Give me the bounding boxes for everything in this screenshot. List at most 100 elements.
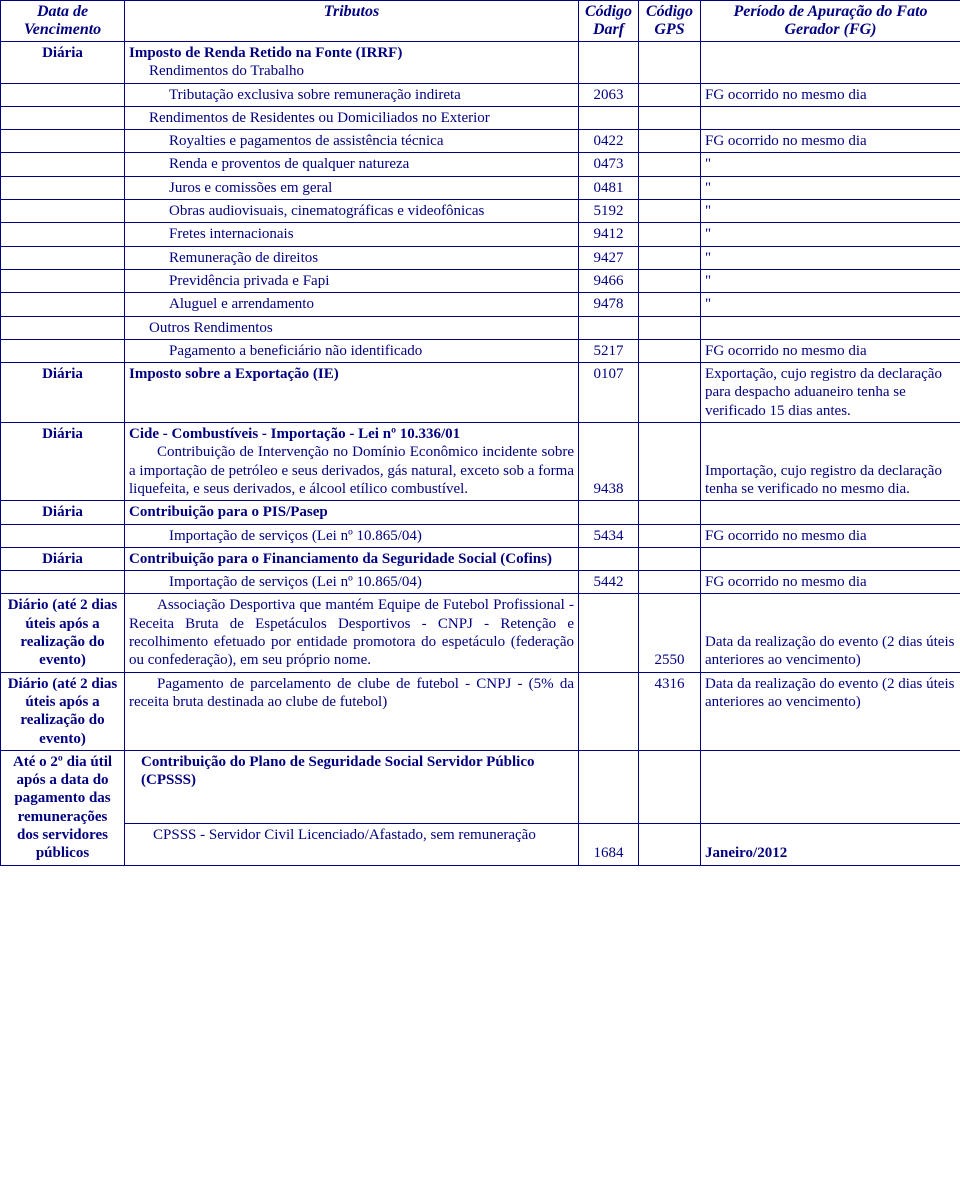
pis-line: Importação de serviços (Lei nº 10.865/04… bbox=[129, 527, 574, 545]
cofins-row-line: Importação de serviços (Lei nº 10.865/04… bbox=[1, 571, 960, 594]
pis-row-line: Importação de serviços (Lei nº 10.865/04… bbox=[1, 524, 960, 547]
irrf-l11-per: FG ocorrido no mesmo dia bbox=[701, 339, 960, 362]
cofins-row-title: Diária Contribuição para o Financiamento… bbox=[1, 547, 960, 570]
desportiva-gps: 2550 bbox=[639, 594, 701, 672]
ie-row: Diária Imposto sobre a Exportação (IE) 0… bbox=[1, 363, 960, 423]
irrf-l5-txt: Juros e comissões em geral bbox=[129, 179, 574, 197]
irrf-l4-txt: Renda e proventos de qualquer natureza bbox=[129, 155, 574, 173]
irrf-l4-darf: 0473 bbox=[579, 153, 639, 176]
irrf-l5: Juros e comissões em geral 0481 " bbox=[1, 176, 960, 199]
irrf-l6-darf: 5192 bbox=[579, 200, 639, 223]
cide-title: Cide - Combustíveis - Importação - Lei n… bbox=[129, 426, 460, 442]
desportiva-body-cell: Associação Desportiva que mantém Equipe … bbox=[125, 594, 579, 672]
irrf-l3-txt: Royalties e pagamentos de assistência té… bbox=[129, 132, 574, 150]
cpsss-darf: 1684 bbox=[579, 824, 639, 865]
th-trib: Tributos bbox=[125, 1, 579, 42]
cide-body: Contribuição de Intervenção no Domínio E… bbox=[129, 443, 574, 498]
cide-per: Importação, cujo registro da declaração … bbox=[701, 423, 960, 501]
cofins-per: FG ocorrido no mesmo dia bbox=[701, 571, 960, 594]
ie-per: Exportação, cujo registro da declaração … bbox=[701, 363, 960, 423]
irrf-l10-per: " bbox=[701, 293, 960, 316]
pis-venc: Diária bbox=[1, 501, 125, 524]
irrf-l7-per: " bbox=[701, 223, 960, 246]
cofins-darf: 5442 bbox=[579, 571, 639, 594]
irrf-l9-darf: 9466 bbox=[579, 269, 639, 292]
pis-per: FG ocorrido no mesmo dia bbox=[701, 524, 960, 547]
desportiva-venc: Diário (até 2 dias úteis após a realizaç… bbox=[1, 594, 125, 672]
irrf-l10-txt: Aluguel e arrendamento bbox=[129, 295, 574, 313]
irrf-l6-txt: Obras audiovisuais, cinematográficas e v… bbox=[129, 202, 574, 220]
clube-gps: 4316 bbox=[639, 672, 701, 750]
irrf-l6: Obras audiovisuais, cinematográficas e v… bbox=[1, 200, 960, 223]
cpsss-row-line: CPSSS - Servidor Civil Licenciado/Afasta… bbox=[1, 824, 960, 865]
irrf-l9-per: " bbox=[701, 269, 960, 292]
irrf-title: Imposto de Renda Retido na Fonte (IRRF) bbox=[129, 45, 402, 61]
irrf-l11-txt: Pagamento a beneficiário não identificad… bbox=[129, 342, 574, 360]
irrf-l4-per: " bbox=[701, 153, 960, 176]
th-per: Período de Apuração do Fato Gerador (FG) bbox=[701, 1, 960, 42]
clube-row: Diário (até 2 dias úteis após a realizaç… bbox=[1, 672, 960, 750]
pis-title: Contribuição para o PIS/Pasep bbox=[129, 504, 328, 520]
header-row: Data de Vencimento Tributos Código Darf … bbox=[1, 1, 960, 42]
cpsss-row-title: Até o 2º dia útil após a data do pagamen… bbox=[1, 750, 960, 824]
irrf-l6-per: " bbox=[701, 200, 960, 223]
irrf-l9: Previdência privada e Fapi 9466 " bbox=[1, 269, 960, 292]
irrf-sub2: Outros Rendimentos bbox=[1, 316, 960, 339]
ie-title: Imposto sobre a Exportação (IE) bbox=[129, 366, 339, 382]
irrf-l5-per: " bbox=[701, 176, 960, 199]
irrf-l11-darf: 5217 bbox=[579, 339, 639, 362]
irrf-row-1: Diária Imposto de Renda Retido na Fonte … bbox=[1, 42, 960, 84]
irrf-l11: Pagamento a beneficiário não identificad… bbox=[1, 339, 960, 362]
irrf-title-cell: Imposto de Renda Retido na Fonte (IRRF) … bbox=[125, 42, 579, 84]
irrf-l3-darf: 0422 bbox=[579, 130, 639, 153]
blank-per bbox=[701, 42, 960, 84]
desportiva-per: Data da realização do evento (2 dias úte… bbox=[701, 594, 960, 672]
irrf-sub2-txt: Outros Rendimentos bbox=[129, 319, 574, 337]
irrf-l10: Aluguel e arrendamento 9478 " bbox=[1, 293, 960, 316]
irrf-l2: Rendimentos de Residentes ou Domiciliado… bbox=[1, 106, 960, 129]
irrf-l10-darf: 9478 bbox=[579, 293, 639, 316]
irrf-l9-txt: Previdência privada e Fapi bbox=[129, 272, 574, 290]
ie-darf: 0107 bbox=[579, 363, 639, 423]
irrf-l8-txt: Remuneração de direitos bbox=[129, 249, 574, 267]
cpsss-line: CPSSS - Servidor Civil Licenciado/Afasta… bbox=[129, 826, 574, 844]
blank-darf bbox=[579, 42, 639, 84]
irrf-l5-darf: 0481 bbox=[579, 176, 639, 199]
irrf-l2-txt: Rendimentos de Residentes ou Domiciliado… bbox=[129, 109, 574, 127]
irrf-l7-txt: Fretes internacionais bbox=[129, 225, 574, 243]
irrf-l7: Fretes internacionais 9412 " bbox=[1, 223, 960, 246]
th-gps: Código GPS bbox=[639, 1, 701, 42]
cide-row: Diária Cide - Combustíveis - Importação … bbox=[1, 423, 960, 501]
irrf-l4: Renda e proventos de qualquer natureza 0… bbox=[1, 153, 960, 176]
irrf-l3-per: FG ocorrido no mesmo dia bbox=[701, 130, 960, 153]
clube-venc: Diário (até 2 dias úteis após a realizaç… bbox=[1, 672, 125, 750]
irrf-sub1: Rendimentos do Trabalho bbox=[129, 62, 574, 80]
irrf-venc: Diária bbox=[1, 42, 125, 84]
irrf-l1: Tributação exclusiva sobre remuneração i… bbox=[1, 83, 960, 106]
cide-venc: Diária bbox=[1, 423, 125, 501]
cpsss-title: Contribuição do Plano de Seguridade Soci… bbox=[129, 753, 574, 790]
cpsss-title-cell: Contribuição do Plano de Seguridade Soci… bbox=[125, 750, 579, 824]
irrf-l1-per: FG ocorrido no mesmo dia bbox=[701, 83, 960, 106]
pis-darf: 5434 bbox=[579, 524, 639, 547]
irrf-l8-per: " bbox=[701, 246, 960, 269]
desportiva-body: Associação Desportiva que mantém Equipe … bbox=[129, 596, 574, 669]
irrf-l1-darf: 2063 bbox=[579, 83, 639, 106]
irrf-l1-txt: Tributação exclusiva sobre remuneração i… bbox=[129, 86, 574, 104]
cide-body-cell: Cide - Combustíveis - Importação - Lei n… bbox=[125, 423, 579, 501]
clube-body: Pagamento de parcelamento de clube de fu… bbox=[129, 675, 574, 712]
cpsss-venc: Até o 2º dia útil após a data do pagamen… bbox=[1, 750, 125, 865]
tributos-table: Data de Vencimento Tributos Código Darf … bbox=[0, 0, 960, 866]
desportiva-row: Diário (até 2 dias úteis após a realizaç… bbox=[1, 594, 960, 672]
th-venc: Data de Vencimento bbox=[1, 1, 125, 42]
irrf-l8: Remuneração de direitos 9427 " bbox=[1, 246, 960, 269]
cpsss-per: Janeiro/2012 bbox=[701, 824, 960, 865]
cofins-line: Importação de serviços (Lei nº 10.865/04… bbox=[129, 573, 574, 591]
th-darf: Código Darf bbox=[579, 1, 639, 42]
clube-per: Data da realização do evento (2 dias úte… bbox=[701, 672, 960, 750]
ie-venc: Diária bbox=[1, 363, 125, 423]
cofins-title: Contribuição para o Financiamento da Seg… bbox=[129, 551, 552, 567]
clube-body-cell: Pagamento de parcelamento de clube de fu… bbox=[125, 672, 579, 750]
irrf-l8-darf: 9427 bbox=[579, 246, 639, 269]
cide-darf: 9438 bbox=[579, 423, 639, 501]
